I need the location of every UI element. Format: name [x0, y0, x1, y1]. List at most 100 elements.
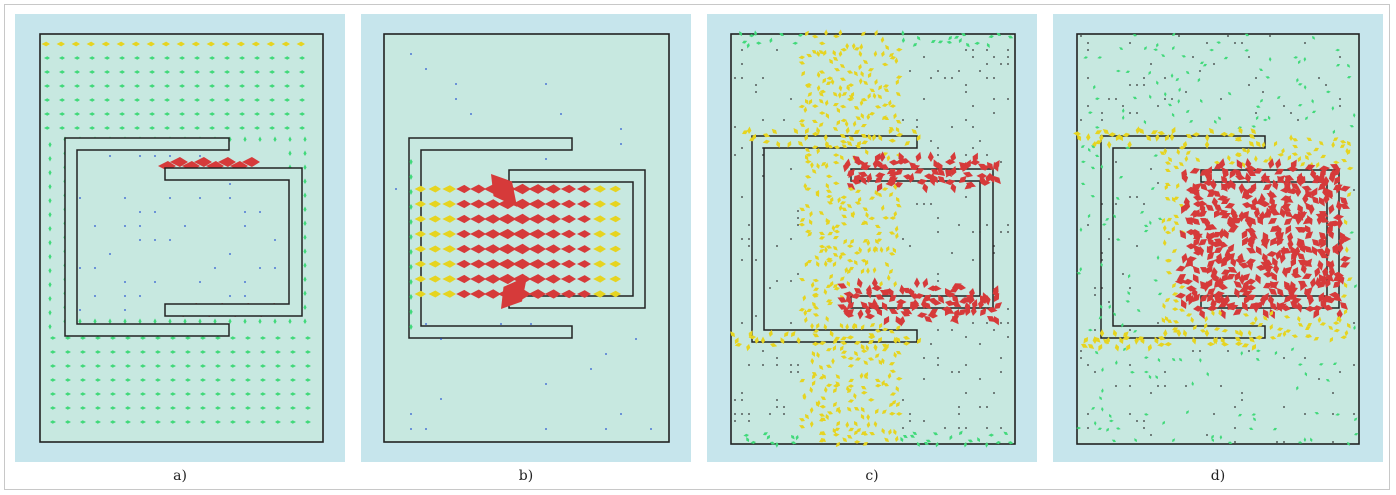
field-arrow — [209, 126, 215, 130]
field-dot — [762, 350, 764, 352]
field-arrow — [988, 35, 994, 39]
field-arrow — [899, 316, 906, 327]
field-dot — [154, 239, 156, 241]
field-arrow — [1090, 195, 1095, 198]
field-arrow — [1093, 85, 1096, 90]
field-arrow — [1081, 160, 1086, 164]
field-arrow — [769, 37, 773, 43]
strong-arrow — [194, 157, 212, 167]
field-arrow — [1149, 220, 1152, 225]
field-arrow — [827, 145, 833, 149]
core-arrow — [577, 185, 591, 193]
field-dot — [937, 364, 939, 366]
field-arrow — [1316, 214, 1323, 225]
field-arrow — [260, 420, 266, 424]
field-dot — [902, 399, 904, 401]
field-arrow — [125, 364, 131, 368]
field-arrow — [816, 261, 820, 267]
field-arrow — [1206, 372, 1209, 377]
field-arrow — [1259, 99, 1263, 103]
core-arrow — [512, 228, 531, 240]
field-arrow — [1303, 437, 1307, 442]
field-arrow — [1157, 131, 1165, 136]
field-arrow — [1323, 176, 1330, 188]
field-arrow — [1324, 295, 1333, 302]
field-arrow — [1210, 269, 1217, 281]
field-arrow — [822, 78, 826, 84]
field-arrow — [1179, 145, 1186, 150]
field-dot — [776, 280, 778, 282]
field-arrow — [1292, 144, 1298, 149]
field-dot — [902, 238, 904, 240]
field-arrow — [1228, 267, 1238, 273]
field-arrow — [200, 350, 206, 354]
field-arrow — [48, 296, 52, 302]
field-dot — [972, 56, 974, 58]
field-arrow — [856, 277, 863, 288]
field-dot — [1087, 364, 1089, 366]
core-arrow — [528, 259, 546, 269]
field-arrow — [1347, 323, 1351, 329]
field-arrow — [858, 246, 862, 253]
field-dot — [1185, 385, 1187, 387]
field-arrow — [50, 336, 56, 340]
field-dot — [923, 378, 925, 380]
field-arrow — [825, 316, 829, 323]
field-arrow — [861, 349, 868, 353]
field-arrow — [185, 350, 191, 354]
field-arrow — [854, 201, 861, 205]
field-dot — [979, 378, 981, 380]
field-arrow — [874, 78, 878, 85]
field-dot — [1122, 273, 1124, 275]
field-arrow — [1182, 329, 1188, 337]
field-arrow — [805, 175, 812, 179]
field-arrow — [1259, 193, 1266, 204]
field-arrow — [1162, 239, 1167, 246]
field-arrow — [768, 329, 773, 337]
field-arrow — [305, 378, 311, 382]
field-arrow — [1173, 165, 1179, 170]
field-arrow — [896, 337, 901, 343]
field-arrow — [841, 214, 847, 219]
field-arrow — [799, 218, 805, 223]
field-arrow — [1199, 309, 1205, 320]
field-dot — [1080, 119, 1082, 121]
field-arrow — [867, 72, 872, 78]
field-arrow — [853, 393, 857, 400]
field-arrow — [868, 196, 875, 200]
field-arrow — [847, 169, 856, 176]
field-arrow — [209, 112, 215, 116]
field-dot — [937, 70, 939, 72]
field-arrow — [1108, 132, 1116, 137]
field-arrow — [123, 318, 127, 324]
side-arrow — [409, 174, 413, 180]
field-arrow — [840, 139, 848, 144]
field-dot — [1094, 371, 1096, 373]
field-dot — [972, 231, 974, 233]
field-arrow — [816, 148, 820, 155]
field-arrow — [1144, 413, 1149, 416]
field-arrow — [1220, 274, 1228, 283]
field-arrow — [254, 70, 260, 74]
field-arrow — [134, 126, 140, 130]
field-arrow — [803, 183, 808, 190]
field-arrow — [110, 364, 116, 368]
field-arrow — [889, 231, 896, 235]
field-arrow — [855, 189, 861, 193]
field-arrow — [826, 245, 833, 249]
field-arrow — [1311, 99, 1314, 104]
field-arrow — [840, 336, 847, 341]
field-arrow — [1181, 299, 1187, 309]
field-dot — [244, 225, 246, 227]
field-dot — [741, 259, 743, 261]
field-arrow — [1153, 48, 1158, 51]
field-arrow — [1185, 292, 1192, 302]
field-arrow — [185, 420, 191, 424]
field-arrow — [969, 159, 980, 166]
field-arrow — [179, 56, 185, 60]
field-arrow — [74, 56, 80, 60]
field-arrow — [1311, 246, 1317, 256]
field-dot — [1000, 427, 1002, 429]
field-arrow — [1317, 316, 1322, 323]
core-arrow — [470, 259, 486, 269]
